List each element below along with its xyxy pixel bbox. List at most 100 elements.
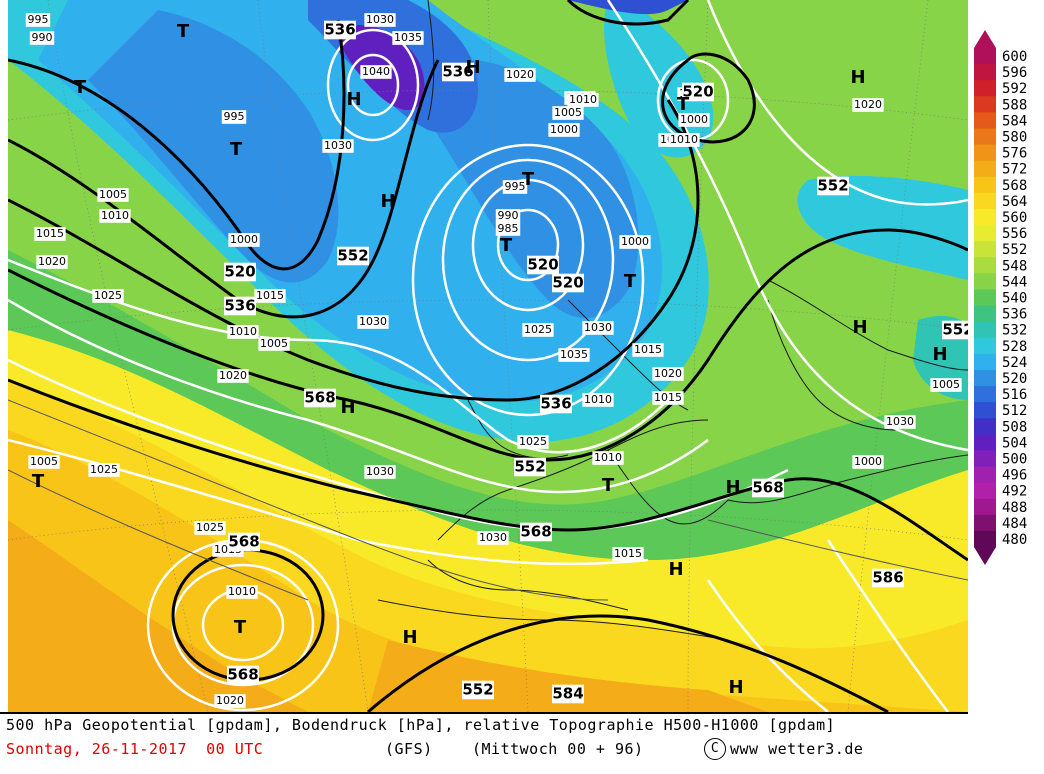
svg-text:1030: 1030 (324, 139, 352, 152)
low-pressure-marker: T (500, 235, 513, 256)
svg-text:H: H (728, 677, 743, 698)
svg-text:T: T (602, 475, 615, 496)
legend-swatch (974, 241, 996, 258)
pressure-label: 1030 (322, 139, 354, 153)
svg-text:1040: 1040 (362, 65, 390, 78)
low-pressure-marker: T (32, 471, 45, 492)
geopotential-label: 520 (527, 256, 559, 275)
svg-text:1020: 1020 (506, 68, 534, 81)
svg-text:552: 552 (462, 681, 493, 699)
legend-value: 524 (1002, 355, 1027, 371)
svg-text:T: T (677, 94, 690, 115)
svg-text:1010: 1010 (670, 133, 698, 146)
legend-swatch (974, 514, 996, 532)
svg-text:1010: 1010 (101, 209, 129, 222)
legend-value: 496 (1002, 468, 1027, 484)
svg-text:995: 995 (224, 110, 245, 123)
legend-swatch (974, 434, 996, 451)
legend-swatch (974, 208, 996, 226)
svg-text:1020: 1020 (854, 98, 882, 111)
svg-text:H: H (668, 559, 683, 580)
svg-text:1025: 1025 (524, 323, 552, 336)
low-pressure-marker: T (624, 271, 637, 292)
svg-text:552: 552 (514, 458, 545, 476)
legend-canvas: 6005965925885845805765725685645605565525… (974, 29, 1027, 566)
svg-text:T: T (500, 235, 513, 256)
copyright-icon: C (704, 738, 726, 760)
high-pressure-marker: H (465, 57, 480, 78)
legend-value: 516 (1002, 387, 1027, 403)
pressure-label: 990 (29, 31, 55, 45)
pressure-label: 995 (25, 13, 51, 27)
pressure-label: 1025 (92, 289, 124, 303)
svg-text:1005: 1005 (554, 106, 582, 119)
field-540 (8, 250, 968, 560)
pressure-label: 1015 (254, 289, 286, 303)
legend-swatch (974, 192, 996, 210)
svg-text:1030: 1030 (366, 13, 394, 26)
pressure-label: 1000 (678, 113, 710, 127)
pressure-label: 1010 (668, 133, 700, 147)
svg-text:T: T (234, 617, 247, 638)
svg-text:T: T (32, 471, 45, 492)
geopotential-label: 568 (752, 479, 784, 498)
pressure-label: 1005 (97, 188, 129, 202)
geopotential-label: 568 (520, 523, 552, 542)
svg-text:1010: 1010 (594, 451, 622, 464)
footer-website[interactable]: www wetter3.de (730, 740, 864, 758)
pressure-label: 1025 (522, 323, 554, 337)
pressure-label: 1005 (930, 378, 962, 392)
svg-text:520: 520 (224, 263, 255, 281)
weather-map-canvas: 9959901030103510401020101010051000995990… (8, 0, 968, 712)
map-labels: 9959901030103510401020101010051000995990… (25, 13, 968, 708)
pressure-label: 1000 (619, 235, 651, 249)
legend-swatch (974, 80, 996, 97)
geopotential-label: 520 (224, 263, 256, 282)
legend-swatch (974, 450, 996, 468)
legend-value: 576 (1002, 146, 1027, 162)
svg-text:1025: 1025 (196, 521, 224, 534)
pressure-label: 1030 (477, 531, 509, 545)
svg-text:990: 990 (32, 31, 53, 44)
legend-value: 556 (1002, 226, 1027, 242)
pressure-label: 1020 (504, 68, 536, 82)
low-pressure-marker: T (230, 139, 243, 160)
legend-value: 544 (1002, 274, 1027, 290)
legend-swatch (974, 386, 996, 403)
footer-date: Sonntag, 26-11-2017 00 UTC (6, 740, 264, 758)
svg-text:T: T (522, 169, 535, 190)
geopotential-label: 568 (228, 533, 260, 552)
svg-text:1015: 1015 (634, 343, 662, 356)
geopotential-label: 536 (224, 297, 256, 316)
pressure-label: 1000 (228, 233, 260, 247)
legend-value: 584 (1002, 113, 1027, 129)
pressure-label: 1000 (548, 123, 580, 137)
svg-text:T: T (230, 139, 243, 160)
geopotential-contours (8, 0, 968, 712)
low-pressure-marker: T (677, 94, 690, 115)
weather-map: 9959901030103510401020101010051000995990… (8, 0, 968, 712)
thickness-lines (8, 399, 968, 601)
pressure-label: 1025 (194, 521, 226, 535)
coastlines (377, 0, 968, 641)
svg-text:1010: 1010 (584, 393, 612, 406)
legend-swatch (974, 369, 996, 387)
legend-value: 488 (1002, 500, 1027, 516)
pressure-label: 1030 (357, 315, 389, 329)
high-pressure-marker: H (402, 627, 417, 648)
geopotential-label: 552 (942, 321, 968, 340)
geopotential-label: 552 (337, 247, 369, 266)
geopotential-label: 520 (682, 83, 714, 102)
pressure-label: 1005 (258, 337, 290, 351)
legend-value: 512 (1002, 403, 1027, 419)
legend-value: 540 (1002, 291, 1027, 307)
geopotential-label: 536 (540, 395, 572, 414)
legend-value: 600 (1002, 49, 1027, 65)
pressure-label: 1030 (364, 465, 396, 479)
low-pressure-marker: T (177, 21, 190, 42)
field-512-north (568, 0, 688, 15)
legend-value: 528 (1002, 339, 1027, 355)
field-520-central (428, 60, 639, 319)
legend-swatch (974, 530, 996, 548)
svg-text:520: 520 (682, 83, 713, 101)
